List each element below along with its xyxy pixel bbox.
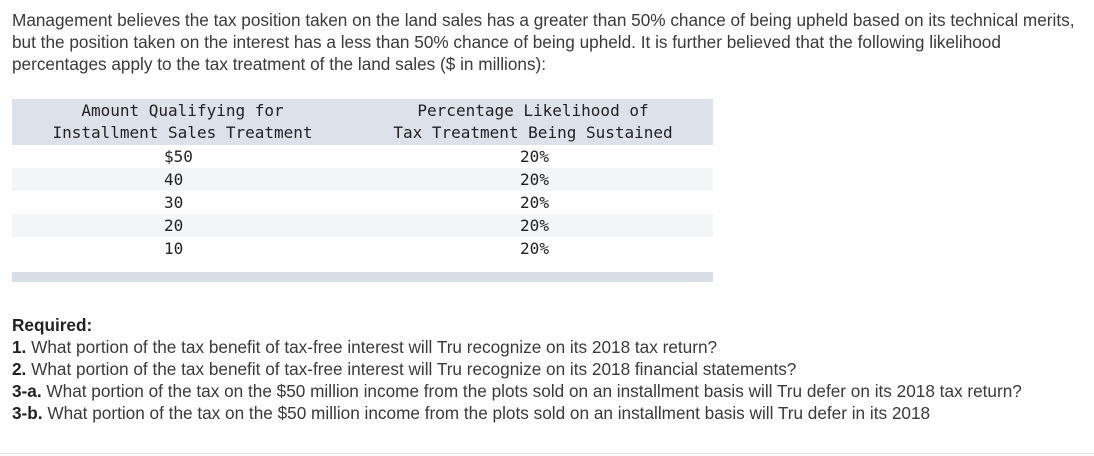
percentage-cell: 20% <box>353 168 713 191</box>
question-text: What portion of the tax benefit of tax-f… <box>31 359 797 379</box>
amount-cell: 20 <box>12 214 353 237</box>
amount-cell: 40 <box>12 168 353 191</box>
question-number: 1. <box>12 337 27 357</box>
amount-cell: 10 <box>164 239 184 258</box>
table-row: 20 20% <box>12 214 713 237</box>
question-3b: 3-b. What portion of the tax on the $50 … <box>12 402 1087 424</box>
data-table: Amount Qualifying for Installment Sales … <box>12 99 713 260</box>
table-header-row: Amount Qualifying for Installment Sales … <box>12 99 713 145</box>
amount-cell: $50 <box>164 147 193 166</box>
table-row: $50 20% <box>12 145 713 168</box>
percentage-cell: 20% <box>353 214 713 237</box>
question-text: What portion of the tax on the $50 milli… <box>46 381 1022 401</box>
question-number: 3-b. <box>12 403 43 423</box>
likelihood-table: Amount Qualifying for Installment Sales … <box>12 99 713 260</box>
table-row: 10 20% <box>12 237 713 260</box>
intro-paragraph: Management believes the tax position tak… <box>12 10 1075 74</box>
required-section: Required: 1. What portion of the tax ben… <box>12 314 1087 424</box>
header-percentage-line1: Percentage Likelihood of <box>417 101 649 120</box>
table-footer-bar <box>12 272 713 282</box>
header-percentage-line2: Tax Treatment Being Sustained <box>393 123 673 142</box>
percentage-cell: 20% <box>520 239 549 258</box>
question-text: What portion of the tax benefit of tax-f… <box>31 337 718 357</box>
question-text: What portion of the tax on the $50 milli… <box>47 403 931 423</box>
divider <box>0 453 1094 454</box>
header-percentage: Percentage Likelihood of Tax Treatment B… <box>353 99 713 145</box>
header-amount-line2: Installment Sales Treatment <box>52 123 313 142</box>
header-amount-line1: Amount Qualifying for <box>81 101 284 120</box>
percentage-cell: 20% <box>520 193 549 212</box>
question-number: 2. <box>12 359 27 379</box>
question-1: 1. What portion of the tax benefit of ta… <box>12 336 1087 358</box>
question-number: 3-a. <box>12 381 42 401</box>
amount-cell: 30 <box>164 193 184 212</box>
header-amount: Amount Qualifying for Installment Sales … <box>12 99 353 145</box>
table-row: 40 20% <box>12 168 713 191</box>
table-row: 30 20% <box>12 191 713 214</box>
question-2: 2. What portion of the tax benefit of ta… <box>12 358 1087 380</box>
percentage-cell: 20% <box>520 147 549 166</box>
required-heading: Required: <box>12 315 93 335</box>
question-3a: 3-a. What portion of the tax on the $50 … <box>12 380 1087 402</box>
